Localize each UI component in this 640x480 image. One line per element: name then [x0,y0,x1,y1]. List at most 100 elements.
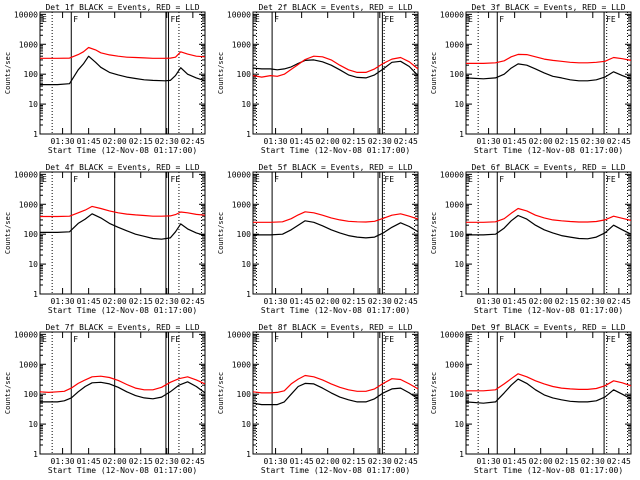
x-tick-label: 02:30 [155,297,179,306]
x-tick-label: 02:00 [529,297,553,306]
marker-label-f: F [499,335,504,344]
y-tick-label: 10000 [227,330,251,339]
y-axis-label: Counts/sec [4,212,12,254]
marker-label-e: E [42,15,47,24]
marker-label-fe: FE [606,15,616,24]
x-tick-label: 01:45 [77,457,101,466]
y-tick-label: 10 [241,260,251,269]
marker-label-e: E [468,15,473,24]
events-series-line [252,382,419,406]
x-axis-label: Start Time (12-Nov-08 01:17:00) [474,146,623,155]
marker-label-f: F [274,175,279,184]
panel-1: Det 1f BLACK = Events, RED = LLD 1 10 100 10… [4,3,206,155]
x-tick-label: 01:30 [51,137,75,146]
x-tick-label: 02:00 [529,457,553,466]
marker-label-e: E [42,335,47,344]
y-tick-label: 1 [459,290,464,299]
marker-label-fe: FE [606,175,616,184]
marker-label-e: E [42,175,47,184]
x-tick-label: 02:45 [394,297,418,306]
y-tick-label: 1000 [19,360,38,369]
plot-frame [465,11,632,135]
panel-4: Det 4f BLACK = Events, RED = LLD 1 10 100 10… [4,163,206,315]
x-tick-label: 02:30 [581,457,605,466]
x-tick-label: 02:45 [394,137,418,146]
y-tick-label: 10 [241,100,251,109]
marker-label-e: E [468,335,473,344]
marker-label-fe: FE [384,175,394,184]
panel-title: Det 8f BLACK = Events, RED = LLD [258,323,412,332]
y-tick-label: 10000 [14,330,38,339]
y-tick-label: 1000 [19,200,38,209]
x-tick-label: 02:00 [529,137,553,146]
x-tick-label: 01:30 [477,137,501,146]
panel-7: Det 7f BLACK = Events, RED = LLD 1 10 100 10… [4,323,206,475]
x-tick-label: 02:00 [316,137,340,146]
y-tick-label: 100 [450,390,465,399]
marker-label-f: F [274,335,279,344]
x-tick-label: 01:45 [290,457,314,466]
y-tick-label: 1000 [232,360,251,369]
lld-series-line [466,373,632,392]
events-series-line [252,59,419,79]
marker-label-fe: FE [171,175,181,184]
panel-title: Det 3f BLACK = Events, RED = LLD [471,3,625,12]
y-axis-label: Counts/sec [430,212,438,254]
marker-label-fe: FE [384,15,394,24]
marker-label-fe: FE [606,335,616,344]
x-tick-label: 02:00 [103,297,127,306]
panel-title: Det 6f BLACK = Events, RED = LLD [471,163,625,172]
plot-frame [39,331,206,455]
x-tick-label: 01:45 [290,137,314,146]
marker-label-f: F [73,15,78,24]
lld-series-line [40,46,206,59]
x-tick-label: 02:45 [607,137,631,146]
y-tick-label: 10000 [440,330,464,339]
y-tick-label: 100 [237,230,252,239]
x-axis-label: Start Time (12-Nov-08 01:17:00) [261,306,410,315]
x-tick-label: 02:30 [155,137,179,146]
y-tick-label: 1 [33,450,38,459]
x-axis-label: Start Time (12-Nov-08 01:17:00) [48,466,197,475]
y-axis-label: Counts/sec [4,372,12,414]
marker-label-fe: FE [384,335,394,344]
y-tick-label: 10000 [14,170,38,179]
lld-series-line [466,53,632,65]
x-tick-label: 02:15 [129,137,153,146]
x-axis-label: Start Time (12-Nov-08 01:17:00) [261,466,410,475]
x-tick-label: 02:45 [181,297,205,306]
x-tick-label: 02:15 [555,297,579,306]
y-tick-label: 1 [246,290,251,299]
x-tick-label: 01:30 [51,297,75,306]
plot-frame [39,11,206,135]
panel-9: Det 9f BLACK = Events, RED = LLD 1 10 100 10… [430,323,632,475]
events-series-line [253,220,419,239]
x-tick-label: 01:45 [503,297,527,306]
lld-series-line [253,211,419,223]
marker-label-e: E [255,335,260,344]
x-tick-label: 02:30 [368,457,392,466]
y-tick-label: 100 [24,70,39,79]
events-series-line [466,214,632,240]
x-tick-label: 01:30 [264,137,288,146]
marker-label-e: E [255,175,260,184]
y-tick-label: 1 [459,450,464,459]
y-tick-label: 100 [450,70,465,79]
x-tick-label: 02:15 [129,457,153,466]
y-axis-label: Counts/sec [4,52,12,94]
events-series-line [465,63,632,82]
x-tick-label: 01:45 [77,297,101,306]
x-tick-label: 02:15 [555,137,579,146]
y-tick-label: 10 [28,420,38,429]
x-tick-label: 01:45 [503,457,527,466]
y-tick-label: 10000 [440,10,464,19]
x-tick-label: 02:45 [607,457,631,466]
y-tick-label: 10 [28,100,38,109]
panel-title: Det 1f BLACK = Events, RED = LLD [45,3,199,12]
marker-label-f: F [73,175,78,184]
x-axis-label: Start Time (12-Nov-08 01:17:00) [261,146,410,155]
y-tick-label: 1 [33,290,38,299]
x-tick-label: 02:45 [181,457,205,466]
plot-frame [465,331,632,455]
